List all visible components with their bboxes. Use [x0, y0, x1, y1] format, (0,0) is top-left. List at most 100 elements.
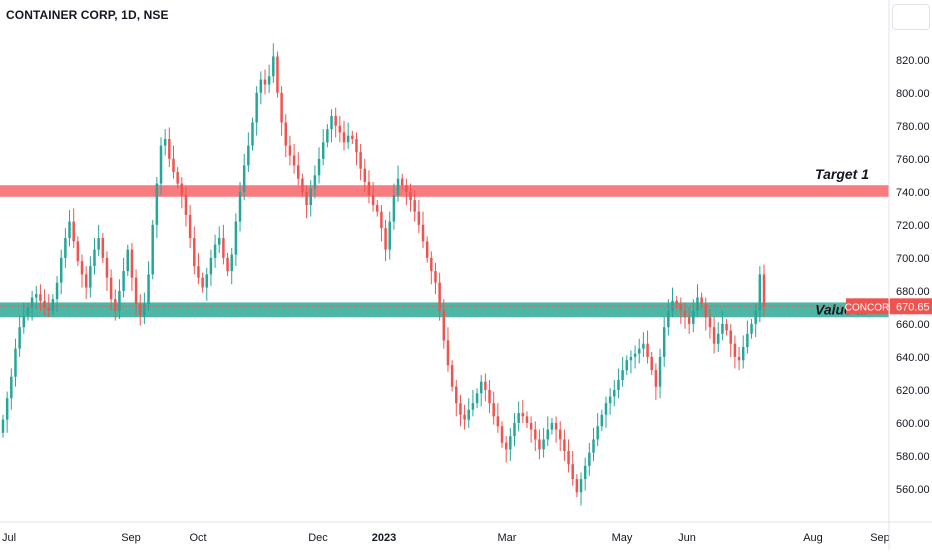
- candle-body: [371, 195, 375, 206]
- candle-body: [351, 135, 354, 140]
- candle-body: [1, 419, 5, 433]
- candle-body: [39, 294, 42, 301]
- candle-body: [692, 310, 695, 324]
- candle-body: [118, 290, 121, 311]
- candle-body: [309, 188, 312, 206]
- candle-body: [737, 356, 741, 361]
- candle-body: [159, 145, 163, 184]
- candle-body: [542, 439, 545, 450]
- candle-body: [741, 347, 745, 361]
- candle-body: [313, 175, 317, 189]
- candle-body: [384, 228, 387, 250]
- candle-body: [205, 274, 209, 288]
- candle-body: [172, 158, 175, 173]
- candle-body: [421, 224, 425, 242]
- candle-body: [488, 389, 491, 404]
- candle-body: [43, 300, 46, 308]
- candle-body: [662, 327, 666, 357]
- y-tick-label: 680.00: [896, 286, 930, 298]
- candle-body: [26, 307, 30, 316]
- candle-body: [267, 76, 271, 85]
- candle-body: [417, 211, 421, 225]
- y-tick-label: 580.00: [896, 451, 930, 463]
- candles-layer: [1, 43, 766, 506]
- candle-body: [667, 310, 670, 328]
- candle-body: [446, 340, 450, 366]
- candle-body: [230, 254, 233, 272]
- candle-body: [176, 172, 179, 184]
- candle-body: [687, 317, 691, 324]
- candle-body: [712, 327, 716, 344]
- candle-body: [209, 257, 213, 275]
- chart-settings-button[interactable]: [892, 4, 930, 30]
- candle-body: [330, 115, 333, 130]
- candle-body: [59, 257, 63, 283]
- candle-body: [35, 294, 38, 298]
- candle-body: [704, 304, 708, 318]
- candle-body: [671, 300, 674, 311]
- symbol-tag: [846, 298, 889, 315]
- candle-body: [579, 479, 583, 493]
- candle-body: [442, 310, 446, 341]
- candle-body: [130, 249, 134, 278]
- candle-body: [434, 271, 437, 283]
- candle-body: [222, 238, 225, 258]
- candle-body: [558, 429, 562, 440]
- candle-body: [168, 139, 171, 159]
- x-tick-label: Jun: [678, 532, 696, 544]
- candle-body: [297, 165, 300, 179]
- candle-body: [450, 365, 454, 387]
- time-axis[interactable]: Jul Sep Oct Dec 2023 Mar May Jun Aug Sep: [2, 532, 890, 544]
- candle-body: [276, 56, 279, 93]
- candle-body: [363, 168, 367, 182]
- y-tick-label: 800.00: [896, 88, 930, 100]
- candle-body: [425, 241, 429, 258]
- candle-body: [126, 249, 130, 272]
- candle-body: [342, 132, 346, 143]
- candle-body: [272, 56, 275, 77]
- candle-body: [600, 414, 604, 427]
- candle-body: [80, 261, 84, 275]
- price-axis[interactable]: 820.00 800.00 780.00 760.00 740.00 720.00 700.…: [896, 55, 930, 496]
- y-tick-label: 820.00: [896, 55, 930, 67]
- chart-title: CONTAINER CORP, 1D, NSE: [6, 8, 169, 22]
- candle-body: [114, 299, 117, 311]
- candle-body: [683, 310, 687, 318]
- candle-body: [396, 178, 400, 196]
- candle-body: [234, 221, 238, 255]
- candle-body: [554, 422, 558, 430]
- last-price-tag: CONCOR 670.65: [0, 298, 932, 315]
- candle-body: [201, 277, 204, 288]
- zone-band-1[interactable]: [0, 185, 889, 197]
- candle-body: [725, 323, 728, 331]
- x-tick-label: Dec: [308, 532, 328, 544]
- candle-body: [571, 464, 574, 480]
- candle-body: [255, 92, 258, 123]
- candle-body: [197, 266, 200, 278]
- candle-body: [629, 356, 633, 361]
- candle-body: [642, 343, 645, 349]
- candle-body: [588, 452, 591, 466]
- candle-body: [563, 439, 566, 452]
- candle-body: [251, 122, 254, 146]
- candle-body: [658, 356, 662, 387]
- x-tick-label: Sep: [121, 532, 141, 544]
- candle-body: [338, 125, 342, 133]
- candle-body: [376, 205, 379, 212]
- y-tick-label: 780.00: [896, 121, 930, 133]
- candle-body: [392, 195, 396, 222]
- candle-body: [14, 348, 17, 377]
- candle-body: [596, 426, 599, 440]
- candle-body: [68, 221, 71, 239]
- y-tick-label: 620.00: [896, 385, 930, 397]
- candle-body: [105, 257, 109, 278]
- x-tick-label: Sep: [870, 532, 890, 544]
- candle-body: [708, 317, 712, 328]
- candle-body: [525, 416, 529, 423]
- candle-body: [608, 396, 612, 404]
- candle-body: [89, 266, 92, 288]
- candle-body: [430, 257, 433, 272]
- candle-body: [259, 79, 263, 93]
